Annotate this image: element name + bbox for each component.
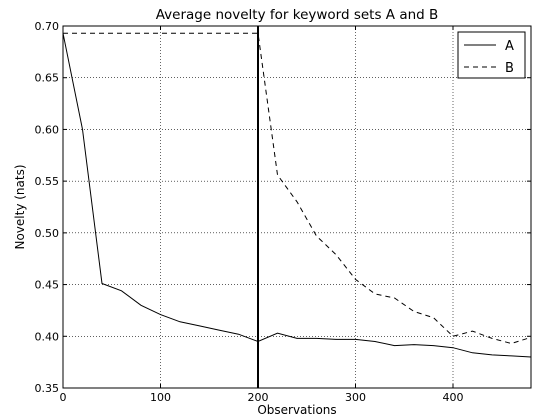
y-tick-label: 0.60 (35, 123, 60, 136)
legend-label-a: A (505, 39, 514, 54)
axis-ticks: 0 100 200 300 400 0.35 0.40 0.45 0.50 0.55 0.60 0.6… (35, 20, 531, 404)
y-tick-label: 0.45 (35, 279, 60, 292)
chart-title: Average novelty for keyword sets A and B (156, 7, 439, 23)
legend-box (457, 31, 526, 79)
y-tick-label: 0.50 (35, 227, 60, 240)
x-tick-label: 300 (345, 391, 366, 404)
y-tick-label: 0.55 (35, 175, 60, 188)
x-tick-label: 0 (60, 391, 67, 404)
y-tick-label: 0.35 (35, 382, 60, 395)
x-tick-label: 400 (443, 391, 464, 404)
y-tick-label: 0.65 (35, 72, 60, 85)
x-tick-label: 100 (150, 391, 171, 404)
series-layer (62, 32, 532, 358)
series-line-a (62, 33, 532, 358)
plot-background (63, 26, 531, 388)
y-axis-label: Novelty (nats) (13, 164, 27, 249)
series-line-b (63, 32, 532, 345)
y-tick-label: 0.70 (35, 20, 60, 33)
legend-label-b: B (505, 61, 514, 76)
plot-frame (62, 25, 532, 389)
x-axis-label: Observations (257, 403, 336, 417)
x-tick-label: 200 (248, 391, 269, 404)
y-tick-label: 0.40 (35, 330, 60, 343)
legend: A B (457, 31, 526, 79)
